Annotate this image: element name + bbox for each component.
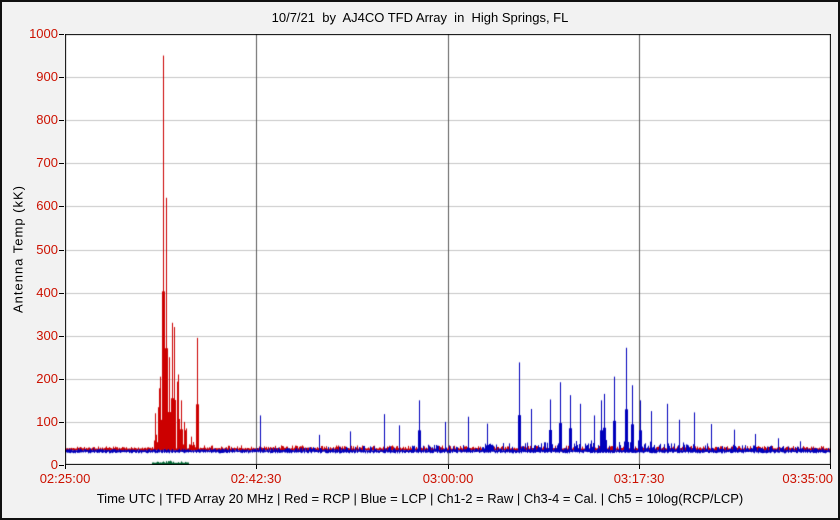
axis-tick-mark [59,293,64,294]
y-tick-label: 1000 [29,26,58,41]
axis-tick-mark [448,465,449,469]
axis-tick-mark [59,77,64,78]
y-tick-label: 0 [50,457,58,472]
chart-footer-caption: Time UTC | TFD Array 20 MHz | Red = RCP … [96,491,744,506]
axis-tick-mark [59,422,64,423]
y-tick-label: 500 [36,241,58,257]
axis-tick-mark [59,336,64,337]
y-tick-label: 200 [36,370,58,386]
axis-tick-mark [59,465,64,466]
axis-tick-mark [59,163,64,164]
x-tick-label: 03:17:30 [613,471,665,486]
x-tick-label: 03:00:00 [422,471,474,486]
axis-tick-mark [830,465,831,469]
axis-tick-mark [65,465,66,469]
y-tick-label: 700 [36,155,58,171]
y-tick-label: 300 [36,327,58,343]
axis-tick-mark [639,465,640,469]
y-tick-label: 900 [36,69,58,85]
axis-tick-mark [59,250,64,251]
y-tick-label: 100 [36,413,58,429]
x-tick-label: 02:42:30 [230,471,282,486]
axis-tick-mark [59,120,64,121]
x-tick-label: 02:25:00 [39,471,91,486]
x-tick-label: 03:35:00 [782,471,834,486]
plot-area [65,34,831,465]
axis-tick-mark [59,379,64,380]
axis-tick-mark [256,465,257,469]
y-tick-label: 800 [36,112,58,128]
y-tick-label: 400 [36,284,58,300]
axis-tick-mark [59,34,64,35]
chart-title: 10/7/21 by AJ4CO TFD Array in High Sprin… [271,10,569,25]
axis-tick-mark [59,206,64,207]
y-tick-label: 600 [36,198,58,214]
